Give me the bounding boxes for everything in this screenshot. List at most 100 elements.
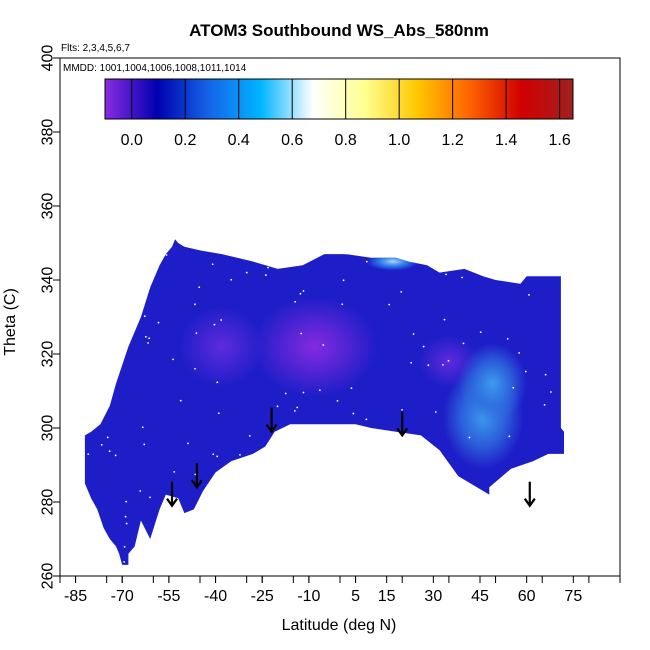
observation-dot [412, 333, 415, 335]
observation-dot [210, 492, 213, 495]
observation-dot [149, 496, 151, 499]
flight-arrow-head [523, 498, 536, 508]
colorbar-tick-label: 1.0 [388, 132, 410, 149]
observation-dot [220, 319, 223, 321]
observation-dot [372, 439, 375, 442]
observation-dot [462, 524, 465, 527]
observation-dot [299, 427, 302, 430]
observation-dot [322, 344, 325, 346]
observation-dot [300, 332, 303, 335]
observation-dot [245, 271, 248, 274]
observation-dot [461, 276, 463, 279]
observation-dot [120, 287, 123, 290]
observation-dot [194, 367, 196, 370]
flight-arrow-head [396, 427, 409, 438]
observation-dot [237, 517, 240, 519]
observation-dot [341, 478, 343, 481]
observation-dot [198, 286, 201, 289]
observation-dot [439, 525, 442, 528]
observation-dot [350, 387, 353, 390]
y-tick-label: 300 [40, 415, 57, 442]
observation-dot [303, 259, 306, 262]
chart-title: ATOM3 Southbound WS_Abs_580nm [189, 21, 489, 40]
observation-dot [401, 408, 403, 411]
observation-dot [249, 493, 252, 496]
observation-dot [164, 555, 167, 558]
y-tick-label: 400 [40, 45, 57, 72]
observation-dot [179, 399, 182, 402]
observation-dot [213, 323, 216, 326]
y-tick-label: 380 [40, 119, 57, 146]
observation-dot [508, 266, 511, 268]
observation-dot [173, 470, 176, 473]
observation-dot [346, 462, 348, 465]
observation-dot [337, 433, 339, 436]
x-axis-label: Latitude (deg N) [282, 617, 397, 634]
colorbar-ticks: 0.0 0.2 0.4 0.6 0.8 1.0 1.2 1.4 1.6 [121, 79, 571, 149]
observation-dot [284, 392, 287, 395]
observation-dot [349, 560, 352, 562]
observation-dot [143, 443, 146, 446]
observation-dot [122, 272, 124, 275]
observation-dot [98, 376, 100, 379]
observation-dot [121, 288, 124, 290]
field-feature-low [179, 306, 264, 387]
y-tick-label: 280 [40, 489, 57, 516]
x-tick-label: 75 [564, 588, 582, 605]
observation-dot [528, 293, 530, 296]
observation-dot [462, 342, 465, 345]
field-feature-high [366, 252, 419, 271]
observation-dot [443, 318, 446, 321]
observation-dot [302, 290, 305, 292]
observation-dot [342, 279, 345, 282]
x-tick-label: 15 [378, 588, 396, 605]
observation-dot [100, 443, 103, 446]
y-tick-label: 320 [40, 341, 57, 368]
observation-dot [124, 515, 127, 518]
colorbar-tick-label: 1.6 [549, 132, 571, 149]
flight-arrow-head [166, 498, 178, 508]
observation-dot [297, 493, 300, 496]
observation-dot [270, 557, 273, 560]
observation-dot [302, 391, 305, 394]
x-tick-label: -25 [251, 588, 274, 605]
observation-dot [371, 441, 373, 444]
observation-dot [126, 252, 129, 255]
observation-dot [248, 434, 251, 437]
observation-dot [508, 435, 511, 438]
observation-dot [495, 259, 498, 262]
observation-dot [217, 412, 220, 415]
observation-dot [396, 443, 399, 445]
observation-dot [512, 386, 515, 389]
x-tick-label: -55 [157, 588, 180, 605]
observation-dot [400, 290, 403, 293]
observation-dot [147, 342, 149, 344]
observation-dot [294, 447, 297, 450]
observation-dot [239, 453, 241, 456]
observation-dot [481, 510, 484, 513]
observation-dot [125, 522, 128, 525]
flight-arrows [166, 407, 536, 508]
observation-dot [299, 292, 302, 295]
observation-dot [366, 436, 369, 439]
observation-dot [364, 427, 367, 430]
flight-arrow-head [265, 424, 278, 434]
observation-dot [316, 487, 319, 490]
dates-subtitle: MMDD: 1001,1004,1006,1008,1011,1014 [63, 63, 247, 74]
observation-dot [533, 259, 536, 261]
observation-dot [541, 464, 544, 467]
observation-dot [442, 363, 444, 366]
y-tick-label: 360 [40, 193, 57, 220]
colorbar-tick-label: 1.4 [495, 132, 517, 149]
observation-dot [157, 321, 160, 324]
x-tick-label: -85 [64, 588, 87, 605]
colorbar-tick-label: 1.2 [442, 132, 464, 149]
observation-dot [382, 540, 385, 543]
colorbar-tick-label: 0.6 [281, 132, 303, 149]
observation-dot [139, 490, 142, 492]
observation-dot [345, 252, 347, 255]
observation-dot [293, 409, 296, 412]
observation-dot [550, 391, 552, 393]
observation-dot [194, 473, 197, 476]
